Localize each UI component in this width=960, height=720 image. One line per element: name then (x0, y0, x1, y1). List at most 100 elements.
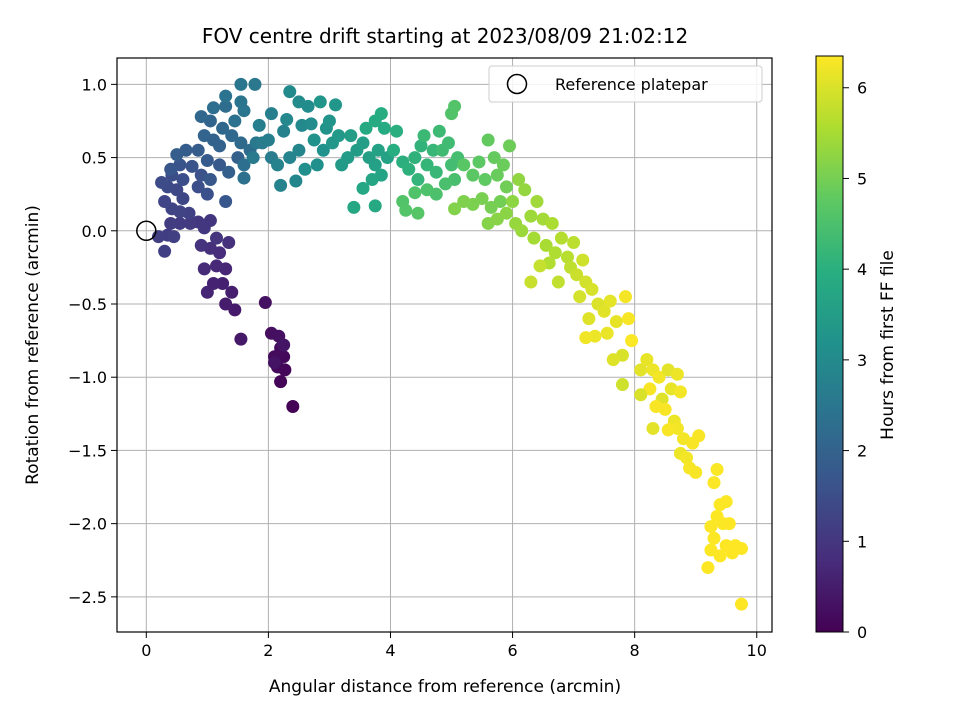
data-point (722, 517, 736, 531)
data-point (371, 143, 385, 157)
colorbar-ticks: 0 1 2 3 4 5 6 (843, 79, 867, 642)
data-point (274, 178, 288, 192)
data-point (411, 173, 425, 187)
data-point (414, 139, 428, 153)
data-point (292, 143, 306, 157)
data-point (387, 143, 401, 157)
data-point (222, 165, 236, 179)
data-point (264, 107, 278, 121)
y-tick-label: −2.5 (68, 588, 107, 607)
data-point (365, 173, 379, 187)
data-point (237, 158, 251, 172)
colorbar-tick-label: 6 (857, 79, 867, 98)
data-point (490, 168, 504, 182)
data-point (603, 294, 617, 308)
data-point (341, 151, 355, 165)
data-point (701, 561, 715, 575)
data-point (713, 549, 727, 563)
data-point (533, 259, 547, 273)
data-point (548, 246, 562, 260)
colorbar-tick-label: 4 (857, 260, 867, 279)
data-point (234, 77, 248, 91)
data-point (267, 356, 281, 370)
data-point (496, 158, 510, 172)
data-point (271, 158, 285, 172)
data-point (585, 282, 599, 296)
data-point (646, 421, 660, 435)
x-axis-label: Angular distance from reference (arcmin) (269, 677, 621, 697)
data-point (183, 216, 197, 230)
y-tick-label: −1.0 (68, 368, 107, 387)
data-point (576, 253, 590, 267)
data-point (484, 200, 498, 214)
y-tick-label: 0.5 (82, 149, 107, 168)
data-point (457, 195, 471, 208)
data-point (420, 183, 434, 197)
data-point (582, 312, 596, 326)
data-point (368, 158, 382, 172)
data-point (298, 162, 312, 176)
data-point (545, 216, 559, 230)
data-point (356, 181, 370, 195)
data-point (658, 402, 672, 416)
data-point (219, 297, 233, 311)
data-point (301, 99, 315, 113)
data-point (304, 117, 318, 131)
data-point (527, 231, 541, 245)
x-tick-label: 4 (385, 641, 395, 660)
data-point (734, 542, 748, 556)
data-point (194, 110, 208, 124)
y-axis: 1.0 0.5 0.0 −0.5 −1.0 −1.5 −2.0 −2.5 (68, 75, 117, 607)
data-point (518, 183, 532, 197)
data-point (429, 165, 443, 179)
colorbar-tick-label: 3 (857, 351, 867, 370)
data-point (213, 158, 227, 172)
data-point (286, 400, 300, 413)
data-point (618, 290, 632, 304)
data-point (347, 200, 361, 214)
data-point (222, 236, 236, 249)
data-point (561, 250, 575, 264)
data-point (289, 174, 303, 188)
data-point (615, 378, 629, 392)
data-point (191, 180, 205, 194)
data-point (158, 195, 172, 208)
data-point (554, 231, 568, 245)
data-point (710, 462, 724, 476)
y-tick-label: −1.5 (68, 441, 107, 460)
data-point (448, 99, 462, 113)
colorbar: 0 1 2 3 4 5 6 Hours from first FF file (815, 55, 898, 642)
data-point (313, 95, 327, 109)
chart-title: FOV centre drift starting at 2023/08/09 … (202, 24, 688, 48)
data-point (524, 275, 538, 289)
data-point (216, 277, 230, 290)
data-point (579, 331, 593, 345)
data-point (448, 202, 462, 216)
data-point (210, 259, 224, 273)
data-point (219, 195, 233, 208)
data-point (277, 124, 291, 138)
colorbar-label: Hours from first FF file (878, 250, 898, 440)
x-tick-label: 10 (747, 641, 767, 660)
legend-entry-reference: Reference platepar (555, 75, 708, 94)
y-tick-label: −2.0 (68, 515, 107, 534)
data-point (432, 124, 446, 138)
data-point (185, 159, 199, 173)
data-point (210, 231, 224, 245)
data-point (329, 98, 343, 112)
data-point (316, 143, 330, 157)
x-tick-label: 0 (141, 641, 151, 660)
data-point (640, 353, 654, 367)
data-point (680, 451, 694, 465)
data-point (408, 151, 422, 165)
data-point (332, 129, 346, 143)
data-point (570, 268, 584, 282)
data-point (225, 285, 239, 299)
data-point (487, 151, 501, 165)
colorbar-tick-label: 2 (857, 442, 867, 461)
legend-reference-marker (506, 73, 528, 95)
data-point (402, 162, 416, 176)
data-point (261, 133, 275, 147)
data-point (411, 206, 425, 220)
